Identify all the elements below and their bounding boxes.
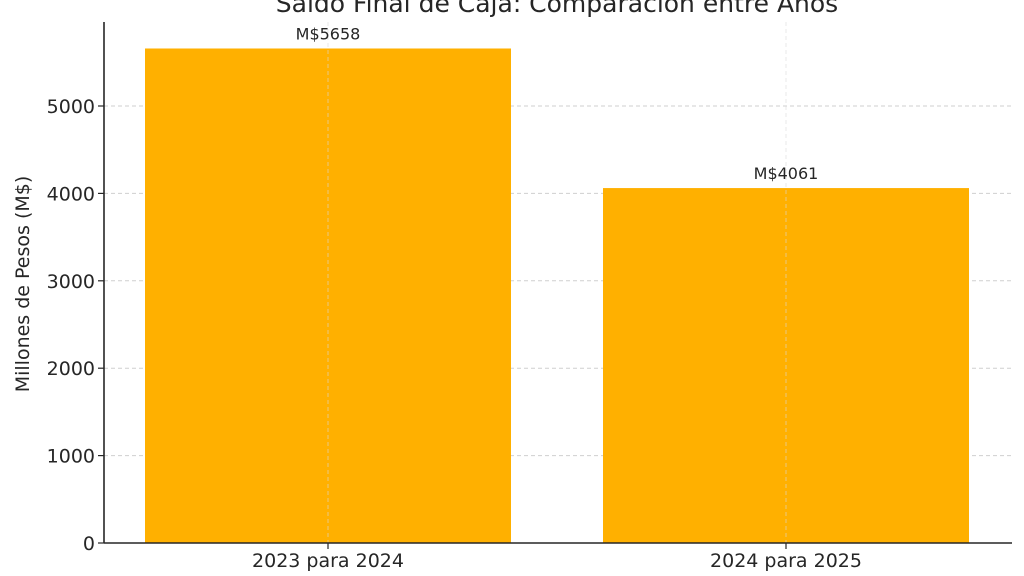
x-tick-label: 2023 para 2024 bbox=[252, 550, 404, 572]
data-label: M$4061 bbox=[754, 164, 819, 183]
y-tick-label: 3000 bbox=[47, 271, 95, 293]
y-tick-label: 4000 bbox=[47, 183, 95, 205]
y-axis-label: Millones de Pesos (M$) bbox=[12, 176, 34, 393]
chart-title: Saldo Final de Caja: Comparación entre A… bbox=[276, 0, 838, 18]
y-tick-label: 1000 bbox=[47, 446, 95, 468]
axes: 0 1000 2000 3000 4000 5000 2023 para 2024 2024 … bbox=[47, 22, 1012, 572]
bars bbox=[145, 48, 969, 544]
y-tick-label: 5000 bbox=[47, 96, 95, 118]
x-tick-label: 2024 para 2025 bbox=[710, 550, 862, 572]
y-tick-label: 0 bbox=[83, 533, 95, 555]
vertical-grid-lines bbox=[327, 22, 787, 543]
data-labels: M$5658 M$4061 bbox=[296, 24, 819, 183]
y-tick-label: 2000 bbox=[47, 358, 95, 380]
data-label: M$5658 bbox=[296, 24, 361, 43]
